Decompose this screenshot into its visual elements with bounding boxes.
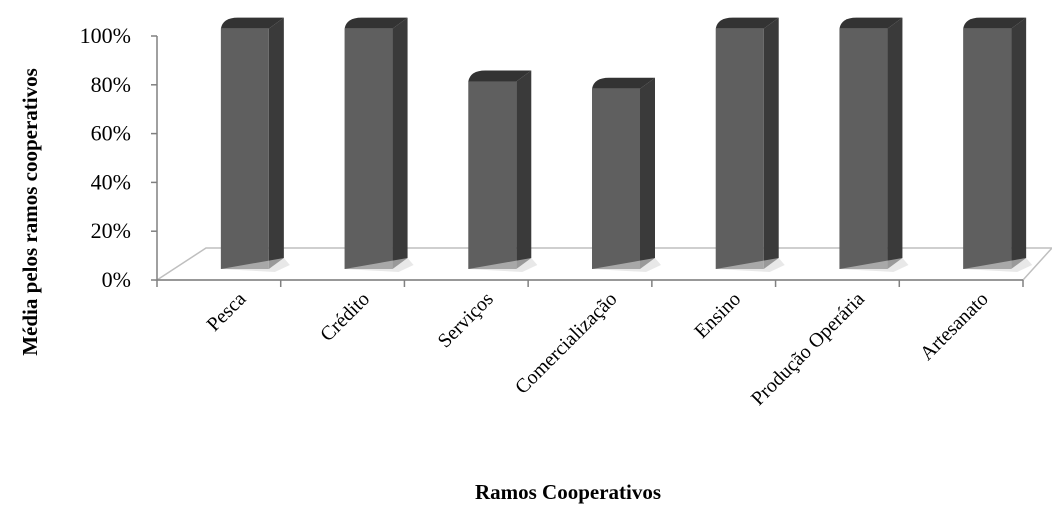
y-tick-labels: 0% 20% 40% 60% 80% 100% <box>80 23 157 292</box>
bar <box>468 70 538 272</box>
x-tick-label: Crédito <box>316 288 374 346</box>
y-tick-label: 0% <box>102 267 131 292</box>
x-tick-label: Serviços <box>434 288 498 352</box>
axes <box>156 36 1024 287</box>
bar <box>592 77 661 272</box>
x-axis-title: Ramos Cooperativos <box>475 480 661 504</box>
bar <box>963 17 1033 272</box>
y-tick-label: 100% <box>80 23 131 48</box>
y-axis-title: Média pelos ramos cooperativos <box>18 68 42 356</box>
y-tick-label: 60% <box>91 121 131 146</box>
x-tick-label: Pesca <box>203 288 251 336</box>
y-tick-label: 80% <box>91 72 131 97</box>
bar <box>344 17 414 272</box>
x-tick-label: Ensino <box>690 288 745 343</box>
x-tick-label: Artesanato <box>916 288 993 365</box>
x-tick-label: Comercialização <box>511 288 622 399</box>
x-tick-labels: Pesca Crédito Serviços Comercialização Ensin… <box>203 288 993 410</box>
bar <box>220 17 290 272</box>
bars <box>220 17 1033 272</box>
bar <box>839 17 909 272</box>
x-tick-label: Produção Operária <box>747 288 869 410</box>
y-tick-label: 40% <box>91 169 131 194</box>
bar <box>715 17 785 272</box>
y-tick-label: 20% <box>91 218 131 243</box>
